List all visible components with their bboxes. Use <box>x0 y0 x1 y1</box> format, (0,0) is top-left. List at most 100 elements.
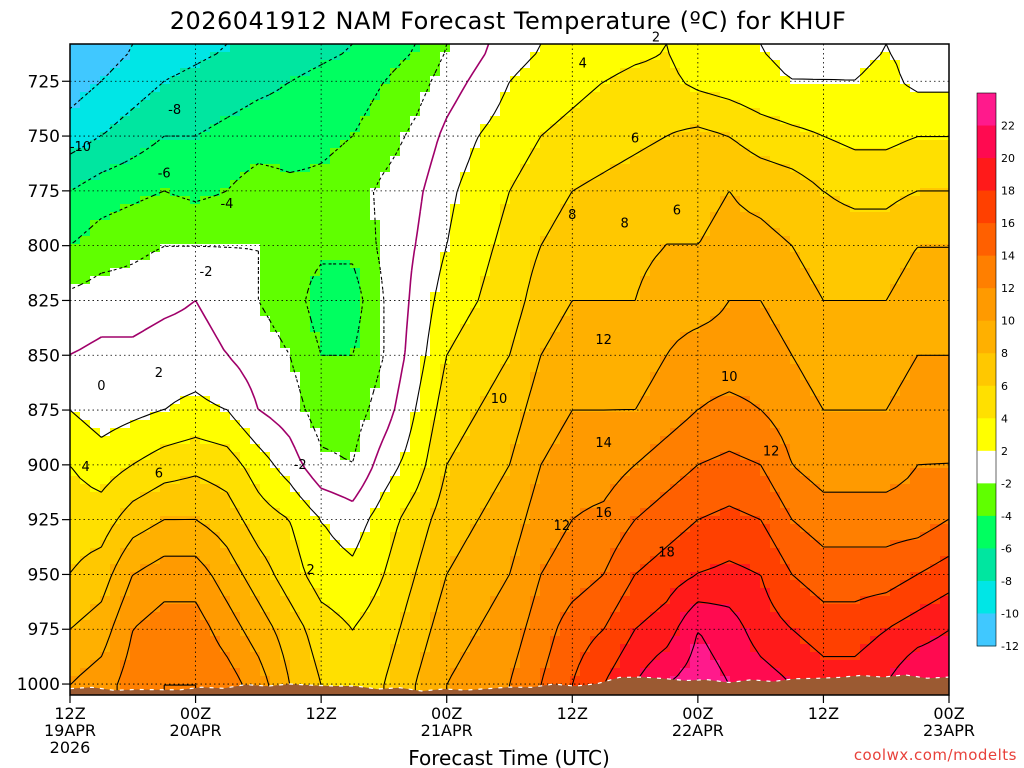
heat-cell <box>240 532 251 541</box>
heat-cell <box>260 580 271 589</box>
heat-cell <box>280 276 291 285</box>
heat-cell <box>290 324 301 333</box>
heat-cell <box>360 284 371 293</box>
heat-cell <box>440 412 451 421</box>
heat-cell <box>290 252 301 261</box>
heat-cell <box>220 324 231 333</box>
heat-cell <box>420 260 431 269</box>
heat-cell <box>570 196 581 205</box>
heat-cell <box>140 108 151 117</box>
heat-cell <box>130 564 141 573</box>
heat-cell <box>620 324 631 333</box>
heat-cell <box>110 492 121 501</box>
heat-cell <box>370 68 381 77</box>
heat-cell <box>270 196 281 205</box>
heat-cell <box>550 284 561 293</box>
heat-cell <box>230 140 241 149</box>
heat-cell <box>670 468 681 477</box>
heat-cell <box>480 52 491 61</box>
heat-cell <box>170 468 181 477</box>
heat-cell <box>480 196 491 205</box>
heat-cell <box>150 188 161 197</box>
heat-cell <box>400 268 411 277</box>
heat-cell <box>510 100 521 109</box>
heat-cell <box>670 188 681 197</box>
heat-cell <box>200 212 211 221</box>
heat-cell <box>520 428 531 437</box>
heat-cell <box>390 236 401 245</box>
heat-cell <box>590 276 601 285</box>
heat-cell <box>520 676 531 685</box>
heat-cell <box>170 212 181 221</box>
heat-cell <box>450 532 461 541</box>
heat-cell <box>240 204 251 213</box>
heat-cell <box>70 356 81 365</box>
heat-cell <box>330 140 341 149</box>
heat-cell <box>190 100 201 109</box>
heat-cell <box>170 444 181 453</box>
heat-cell <box>80 484 91 493</box>
heat-cell <box>550 276 561 285</box>
heat-cell <box>360 396 371 405</box>
heat-cell <box>360 180 371 189</box>
heat-cell <box>600 452 611 461</box>
heat-cell <box>560 188 571 197</box>
heat-cell <box>90 468 101 477</box>
heat-cell <box>310 404 321 413</box>
heat-cell <box>90 404 101 413</box>
heat-cell <box>590 60 601 69</box>
heat-cell <box>660 292 671 301</box>
heat-cell <box>120 164 131 173</box>
heat-cell <box>150 492 161 501</box>
heat-cell <box>470 228 481 237</box>
heat-cell <box>70 484 81 493</box>
heat-cell <box>520 116 531 125</box>
heat-cell <box>440 316 451 325</box>
heat-cell <box>320 132 331 141</box>
heat-cell <box>550 212 561 221</box>
heat-cell <box>270 236 281 245</box>
heat-cell <box>290 620 301 629</box>
heat-cell <box>150 660 161 669</box>
heat-cell <box>510 500 521 509</box>
heat-cell <box>200 172 211 181</box>
heat-cell <box>610 348 621 357</box>
heat-cell <box>420 52 431 61</box>
heat-cell <box>210 140 221 149</box>
heat-cell <box>170 68 181 77</box>
heat-cell <box>580 100 591 109</box>
heat-cell <box>240 540 251 549</box>
heat-cell <box>430 364 441 373</box>
heat-cell <box>390 580 401 589</box>
heat-cell <box>70 164 81 173</box>
heat-cell <box>490 356 501 365</box>
heat-cell <box>180 644 191 653</box>
heat-cell <box>430 100 441 109</box>
heat-cell <box>160 228 171 237</box>
heat-cell <box>670 500 681 509</box>
heat-cell <box>450 604 461 613</box>
heat-cell <box>630 300 641 309</box>
heat-cell <box>150 300 161 309</box>
heat-cell <box>260 124 271 133</box>
heat-cell <box>630 532 641 541</box>
heat-cell <box>500 332 511 341</box>
heat-cell <box>630 180 641 189</box>
heat-cell <box>510 580 521 589</box>
heat-cell <box>250 300 261 309</box>
heat-cell <box>500 524 511 533</box>
heat-cell <box>80 92 91 101</box>
heat-cell <box>230 324 241 333</box>
heat-cell <box>590 228 601 237</box>
heat-cell <box>350 212 361 221</box>
heat-cell <box>120 228 131 237</box>
heat-cell <box>430 404 441 413</box>
heat-cell <box>470 500 481 509</box>
heat-cell <box>530 132 541 141</box>
heat-cell <box>430 604 441 613</box>
heat-cell <box>460 148 471 157</box>
heat-cell <box>170 60 181 69</box>
heat-cell <box>350 364 361 373</box>
heat-cell <box>580 52 591 61</box>
heat-cell <box>370 396 381 405</box>
